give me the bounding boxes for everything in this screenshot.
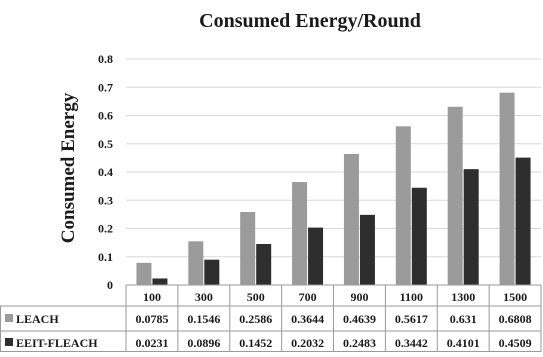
data-label: 0.6808 (499, 312, 532, 326)
data-label: 0.3644 (291, 312, 324, 326)
bar-leach (292, 182, 308, 285)
bar-eeit-fleach (515, 157, 531, 285)
data-label: 0.4509 (499, 336, 532, 350)
data-label: 0.3442 (395, 336, 428, 350)
x-tick-label: 1500 (503, 290, 527, 304)
bar-eeit-fleach (359, 214, 375, 285)
x-tick-label: 1300 (451, 290, 475, 304)
y-tick-label: 0.6 (98, 109, 113, 123)
bar-eeit-fleach (204, 259, 220, 285)
bar-eeit-fleach (308, 227, 324, 285)
bar-leach (136, 262, 152, 285)
bar-eeit-fleach (256, 243, 272, 285)
y-tick-label: 0.7 (98, 80, 113, 94)
bar-leach (343, 153, 359, 285)
x-tick-label: 1100 (400, 290, 423, 304)
y-tick-label: 0.3 (98, 193, 113, 207)
bar-leach (499, 92, 515, 285)
data-label: 0.2483 (343, 336, 376, 350)
bar-leach (188, 241, 204, 285)
bar-eeit-fleach (152, 278, 168, 285)
legend-label: LEACH (16, 312, 59, 326)
legend-swatch (5, 314, 13, 322)
data-label: 0.0785 (135, 312, 168, 326)
data-label: 0.5617 (395, 312, 428, 326)
data-label: 0.4639 (343, 312, 376, 326)
data-label: 0.1546 (187, 312, 220, 326)
y-tick-label: 0.2 (98, 222, 113, 236)
data-label: 0.0231 (135, 336, 168, 350)
data-label: 0.0896 (187, 336, 220, 350)
data-table: 100 300 500 700 900 1100 1300 1500 LEACH 0.0785 0.… (0, 284, 542, 352)
y-tick-label: 0.4 (98, 165, 113, 179)
data-label: 0.1452 (239, 336, 272, 350)
y-tick-label: 0.1 (98, 250, 113, 264)
data-label: 0.2032 (291, 336, 324, 350)
data-label: 0.2586 (239, 312, 272, 326)
chart-title: Consumed Energy/Round (199, 10, 421, 32)
x-tick-label: 300 (195, 290, 213, 304)
legend-swatch (5, 338, 13, 346)
data-label: 0.4101 (447, 336, 480, 350)
data-label: 0.631 (450, 312, 477, 326)
bar-leach (395, 126, 411, 285)
y-axis-ticks: 0 0.1 0.2 0.3 0.4 0.5 0.6 0.7 0.8 (98, 52, 113, 292)
x-tick-label: 500 (247, 290, 265, 304)
bars (136, 92, 531, 286)
y-tick-label: 0.5 (98, 137, 113, 151)
x-tick-label: 900 (350, 290, 368, 304)
y-axis-label: Consumed Energy (58, 92, 79, 243)
y-tick-label: 0 (107, 278, 113, 292)
legend-label: EEIT-FLEACH (16, 336, 98, 350)
bar-eeit-fleach (411, 187, 427, 285)
bar-leach (447, 106, 463, 286)
bar-leach (240, 211, 256, 285)
bar-eeit-fleach (463, 169, 479, 285)
gridlines (126, 58, 541, 258)
x-tick-label: 700 (299, 290, 317, 304)
x-tick-label: 100 (143, 290, 161, 304)
y-tick-label: 0.8 (98, 52, 113, 66)
